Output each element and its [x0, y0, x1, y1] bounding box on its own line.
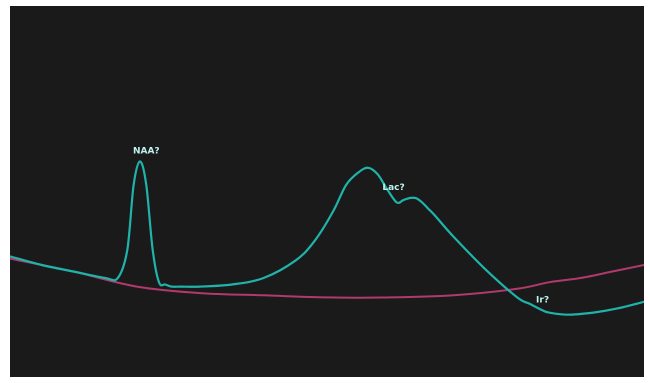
spectrum-line	[10, 160, 644, 316]
plot-background	[10, 6, 644, 377]
peak-label-2: Ir?	[536, 295, 549, 305]
peak-label-0: NAA?	[133, 146, 160, 156]
spectrum-plot: NAA? Lac? Ir?	[10, 6, 644, 377]
baseline-line	[10, 257, 644, 299]
spectrum-display: NAA? Lac? Ir?	[10, 6, 644, 377]
peak-label-1: Lac?	[382, 183, 404, 193]
annotation-layer: NAA? Lac? Ir?	[133, 146, 549, 305]
series-layer	[10, 160, 644, 316]
